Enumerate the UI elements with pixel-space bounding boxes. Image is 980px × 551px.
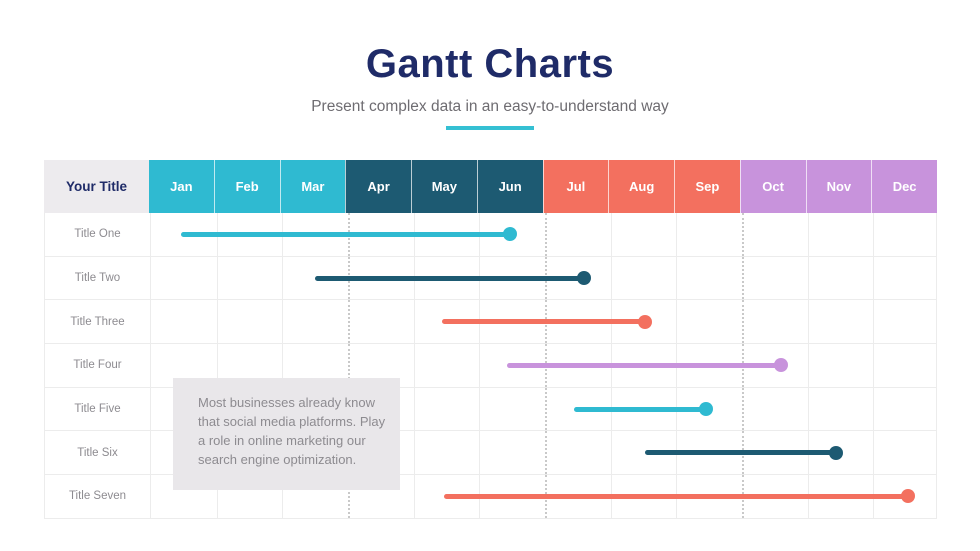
month-gridline bbox=[282, 300, 284, 344]
month-gridline bbox=[413, 387, 415, 431]
gantt-row-1: Title One bbox=[45, 213, 936, 257]
subtitle: Present complex data in an easy-to-under… bbox=[311, 98, 669, 115]
row-label: Title Four bbox=[45, 344, 151, 387]
gantt-body: Title One Title Two Title Three Title Four T… bbox=[44, 213, 937, 519]
month-gridline bbox=[610, 256, 612, 300]
month-gridline bbox=[282, 475, 284, 518]
month-gridline bbox=[807, 256, 809, 300]
month-gridline bbox=[873, 213, 875, 256]
month-gridline bbox=[282, 344, 284, 387]
gantt-row-3: Title Three bbox=[45, 300, 936, 345]
gantt-table: Your Title Jan Feb Mar Apr May Jun Jul Aug Sep Oc… bbox=[44, 160, 937, 519]
month-gridline bbox=[676, 213, 678, 256]
month-gridline bbox=[413, 344, 415, 387]
month-gridline bbox=[216, 300, 218, 344]
quarter-gridline bbox=[742, 256, 744, 300]
month-header-mar: Mar bbox=[279, 160, 346, 213]
quarter-gridline bbox=[545, 387, 547, 431]
bar-end-dot bbox=[901, 489, 916, 504]
month-gridline bbox=[807, 387, 809, 431]
gantt-row-7: Title Seven bbox=[45, 475, 936, 518]
quarter-gridline bbox=[742, 213, 744, 256]
row-label: Title Two bbox=[45, 256, 151, 300]
month-gridline bbox=[413, 300, 415, 344]
gantt-row-4: Title Four bbox=[45, 344, 936, 388]
month-gridline bbox=[216, 256, 218, 300]
row-track bbox=[151, 344, 936, 387]
month-gridline bbox=[676, 300, 678, 344]
note-box: Most businesses already know that social… bbox=[173, 378, 400, 490]
month-header-jan: Jan bbox=[149, 160, 214, 213]
gantt-bar-4 bbox=[506, 358, 789, 373]
bar-end-dot bbox=[503, 227, 518, 242]
row-track bbox=[151, 475, 936, 518]
gantt-bar-3 bbox=[441, 314, 652, 329]
month-gridline bbox=[873, 300, 875, 344]
row-label: Title One bbox=[45, 213, 151, 256]
bar-end-dot bbox=[637, 314, 652, 329]
month-header-nov: Nov bbox=[805, 160, 872, 213]
row-label: Title Five bbox=[45, 387, 151, 431]
quarter-gridline bbox=[742, 300, 744, 344]
note-text: Most businesses already know that social… bbox=[198, 395, 386, 468]
quarter-gridline bbox=[545, 213, 547, 256]
month-gridline bbox=[610, 431, 612, 475]
month-gridline bbox=[216, 475, 218, 518]
month-header-row: Jan Feb Mar Apr May Jun Jul Aug Sep Oct Nov Dec bbox=[149, 160, 937, 213]
gantt-bar-7 bbox=[443, 489, 916, 504]
month-gridline bbox=[873, 344, 875, 387]
row-track bbox=[151, 213, 936, 256]
corner-cell: Your Title bbox=[44, 160, 149, 213]
bar-end-dot bbox=[698, 402, 713, 417]
gantt-bar-6 bbox=[644, 445, 843, 460]
month-gridline bbox=[676, 256, 678, 300]
month-gridline bbox=[807, 300, 809, 344]
month-gridline bbox=[413, 431, 415, 475]
month-header-dec: Dec bbox=[871, 160, 937, 213]
bar-end-dot bbox=[577, 271, 592, 286]
row-track bbox=[151, 256, 936, 300]
month-gridline bbox=[807, 213, 809, 256]
bar-end-dot bbox=[774, 358, 789, 373]
month-header-apr: Apr bbox=[345, 160, 411, 213]
month-gridline bbox=[216, 344, 218, 387]
row-track bbox=[151, 300, 936, 344]
gantt-bar-5 bbox=[573, 402, 713, 417]
month-gridline bbox=[873, 256, 875, 300]
gantt-row-2: Title Two bbox=[45, 256, 936, 301]
accent-divider bbox=[446, 126, 534, 130]
quarter-gridline bbox=[742, 387, 744, 431]
quarter-gridline bbox=[545, 431, 547, 475]
month-gridline bbox=[873, 387, 875, 431]
month-header-sep: Sep bbox=[674, 160, 740, 213]
gantt-bar-1 bbox=[180, 227, 518, 242]
quarter-gridline bbox=[348, 300, 350, 344]
month-header-aug: Aug bbox=[608, 160, 674, 213]
row-label: Title Six bbox=[45, 431, 151, 475]
month-gridline bbox=[479, 344, 481, 387]
quarter-gridline bbox=[348, 475, 350, 518]
month-header-feb: Feb bbox=[213, 160, 280, 213]
month-gridline bbox=[479, 387, 481, 431]
month-header-jul: Jul bbox=[542, 160, 609, 213]
bar-end-dot bbox=[828, 445, 843, 460]
month-gridline bbox=[282, 256, 284, 300]
row-label: Title Three bbox=[45, 300, 151, 344]
gantt-header-row: Your Title Jan Feb Mar Apr May Jun Jul Aug Sep Oc… bbox=[44, 160, 937, 213]
row-label: Title Seven bbox=[45, 475, 151, 518]
month-header-jun: Jun bbox=[476, 160, 543, 213]
month-gridline bbox=[807, 344, 809, 387]
month-header-may: May bbox=[411, 160, 477, 213]
month-header-oct: Oct bbox=[739, 160, 806, 213]
quarter-gridline bbox=[348, 344, 350, 387]
month-gridline bbox=[610, 213, 612, 256]
gantt-bar-2 bbox=[315, 271, 592, 286]
page-title: Gantt Charts bbox=[365, 42, 615, 86]
month-gridline bbox=[413, 475, 415, 518]
month-gridline bbox=[479, 431, 481, 475]
month-gridline bbox=[873, 431, 875, 475]
